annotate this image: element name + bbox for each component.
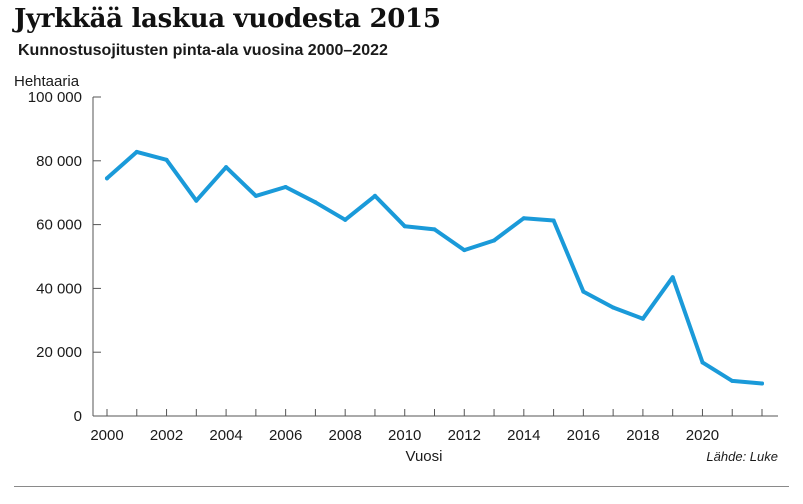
chart-subtitle: Kunnostusojitusten pinta-ala vuosina 200… [18, 42, 388, 59]
x-tick-label: 2010 [388, 427, 421, 444]
y-tick-label: 100 000 [28, 89, 82, 106]
x-tick-label: 2020 [686, 427, 719, 444]
x-tick-label: 2014 [507, 427, 540, 444]
data-point [551, 218, 556, 223]
data-point [105, 176, 109, 181]
x-axis-title: Vuosi [406, 448, 443, 465]
data-point [760, 381, 764, 386]
x-tick-label: 2018 [626, 427, 659, 444]
data-point [194, 198, 199, 203]
data-point [521, 216, 526, 221]
x-tick-label: 2006 [269, 427, 302, 444]
x-tick-label: 2004 [209, 427, 242, 444]
y-tick-label: 20 000 [36, 344, 82, 361]
data-point [253, 193, 258, 198]
data-point [313, 200, 318, 205]
y-tick-label: 40 000 [36, 280, 82, 297]
x-axis: 2000 2002 2004 2006 2008 2010 2012 2014 2016 2018… [90, 409, 778, 444]
x-tick-label: 2012 [448, 427, 481, 444]
data-point [343, 217, 348, 222]
chart-title: Jyrkkää laskua vuodesta 2015 [14, 4, 441, 34]
data-point [581, 289, 586, 294]
data-point [462, 248, 467, 253]
y-axis: 0 20 000 40 000 60 000 80 000 100 000 [28, 89, 101, 425]
data-point [283, 184, 288, 189]
data-point [432, 227, 437, 232]
x-tick-label: 2000 [90, 427, 123, 444]
data-point [492, 238, 497, 243]
data-point [670, 275, 675, 280]
data-point [134, 149, 139, 154]
data-point [640, 316, 645, 321]
series-layer [105, 149, 764, 386]
y-tick-label: 0 [74, 408, 82, 425]
data-point [402, 224, 407, 229]
data-point [730, 378, 735, 383]
y-tick-label: 80 000 [36, 153, 82, 170]
data-point [224, 165, 229, 170]
data-point [700, 360, 705, 365]
series-line [105, 149, 764, 386]
y-axis-title: Hehtaaria [14, 73, 80, 90]
data-point [611, 305, 616, 310]
data-point [164, 157, 169, 162]
y-tick-label: 60 000 [36, 217, 82, 234]
data-point [372, 193, 377, 198]
x-tick-label: 2008 [328, 427, 361, 444]
x-tick-label: 2016 [567, 427, 600, 444]
x-tick-label: 2002 [150, 427, 183, 444]
bottom-divider [14, 486, 789, 487]
source-note: Lähde: Luke [706, 449, 778, 464]
